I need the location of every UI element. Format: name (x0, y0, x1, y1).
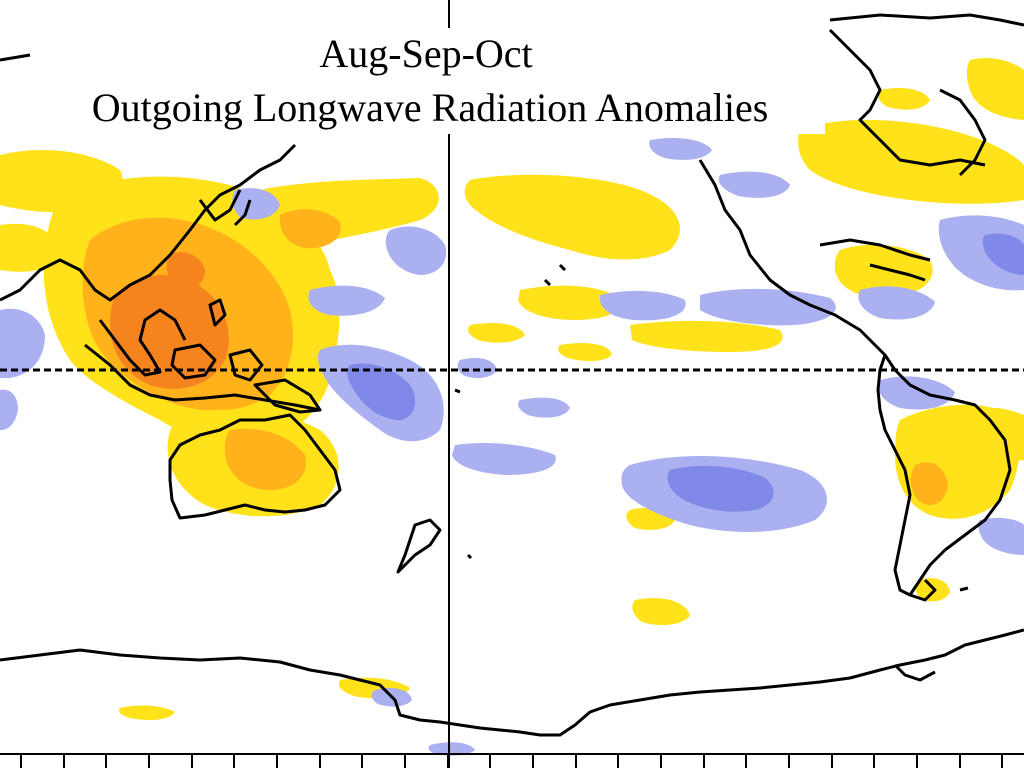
coastlines (0, 13, 1024, 737)
title-background (40, 28, 825, 134)
bottom-axis-ticks (20, 754, 1003, 768)
negative-anomaly-regions (0, 138, 1024, 756)
positive-anomaly-regions (0, 58, 1024, 720)
map-title: Aug-Sep-Oct (319, 31, 533, 76)
map-subtitle: Outgoing Longwave Radiation Anomalies (91, 85, 769, 130)
